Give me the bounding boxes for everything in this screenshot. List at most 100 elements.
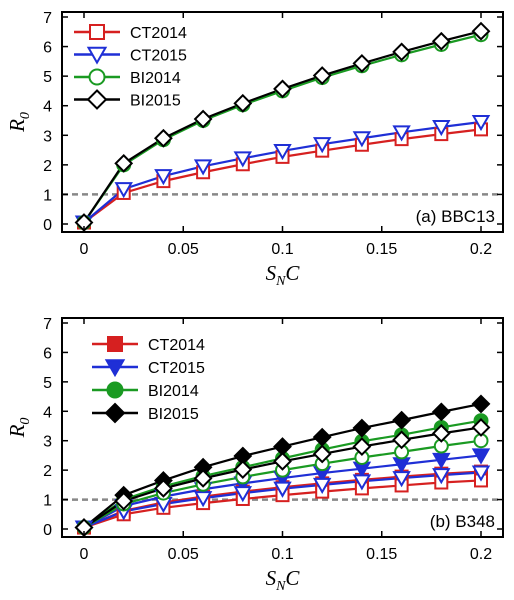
y-tick-label-b-0: 0: [43, 522, 52, 539]
y-tick-label-b-1: 1: [43, 493, 52, 510]
data-point-b-7-10: [471, 418, 491, 437]
data-point-b-5-10: [471, 465, 491, 482]
data-point-a-1-7: [352, 131, 372, 148]
data-point-b-3-7: [352, 418, 372, 438]
data-point-a-3-5: [273, 79, 292, 99]
y-tick-label-b-4: 4: [43, 404, 52, 421]
data-point-b-7-7: [352, 437, 372, 457]
data-point-b-7-5: [273, 451, 292, 471]
x-tick-label-b-1: 0.05: [168, 546, 199, 563]
x-tick-label-a-3: 0.15: [366, 241, 397, 258]
legend-marker-a-3: [86, 89, 108, 110]
data-point-a-3-1: [114, 153, 134, 173]
x-tick-label-a-1: 0.05: [168, 241, 199, 258]
data-point-a-1-2: [154, 169, 173, 186]
data-point-b-3-6: [312, 427, 332, 447]
panel-a: 0 0.05 0.1 0.15 0.2 0 1 2 3 4 5 6 7 CT2014 CT2015 BI20…: [5, 10, 504, 289]
data-point-a-1-3: [193, 159, 213, 176]
data-point-a-1-8: [392, 125, 411, 142]
legend-label-a-3: BI2015: [130, 93, 181, 110]
data-point-b-5-6: [312, 477, 332, 494]
x-axis-label-b: SNC: [266, 566, 301, 594]
data-point-a-1-6: [312, 137, 332, 154]
series-layer-a: [62, 21, 503, 232]
data-point-b-3-9: [431, 402, 451, 422]
data-point-b-7-8: [392, 430, 412, 450]
legend-marker-b-2: [106, 381, 124, 399]
y-tick-label-a-4: 4: [43, 99, 52, 116]
x-tick-label-b-4: 0.2: [470, 546, 492, 563]
y-axis-label-b: R0: [5, 418, 33, 439]
data-point-a-1-4: [233, 151, 253, 168]
data-point-b-7-1: [114, 491, 134, 511]
data-point-b-3-10: [471, 394, 491, 414]
y-tick-label-b-3: 3: [43, 434, 52, 451]
data-point-a-3-10: [471, 21, 491, 41]
legend-marker-a-0: [89, 24, 105, 40]
data-point-a-1-1: [114, 182, 133, 199]
y-tick-label-b-2: 2: [43, 463, 52, 480]
panel-label-a: (a) BBC13: [416, 207, 495, 226]
panel-b: 0 0.05 0.1 0.15 0.2 0 1 2 3 4 5 6 7 CT2014 CT2015 BI20…: [5, 316, 504, 594]
y-tick-label-b-5: 5: [43, 375, 52, 392]
y-tick-label-a-6: 6: [43, 40, 52, 57]
legend-label-b-3: BI2015: [148, 406, 199, 423]
data-point-b-7-3: [193, 468, 213, 488]
data-point-a-3-3: [193, 109, 213, 129]
legend-a: CT2014 CT2015 BI2014 BI2015: [74, 24, 187, 110]
data-point-a-3-6: [312, 66, 332, 85]
ticks-layer-a: 0 0.05 0.1 0.15 0.2 0 1 2 3 4 5 6 7: [43, 10, 503, 258]
data-point-b-5-9: [432, 468, 451, 485]
legend-marker-b-3: [104, 402, 126, 424]
legend-label-a-0: CT2014: [130, 25, 187, 42]
x-tick-label-b-3: 0.15: [366, 546, 397, 563]
data-point-a-3-8: [392, 42, 412, 62]
data-point-a-3-4: [233, 93, 253, 113]
data-point-a-1-9: [432, 120, 451, 137]
legend-label-a-1: CT2015: [130, 48, 187, 65]
x-tick-label-b-0: 0: [80, 546, 89, 563]
legend-label-b-1: CT2015: [148, 360, 205, 377]
legend-b: CT2014 CT2015 BI2014 BI2015: [92, 336, 205, 424]
y-tick-label-a-0: 0: [43, 217, 52, 234]
y-tick-label-a-1: 1: [43, 187, 52, 204]
y-axis-label-a: R0: [5, 112, 33, 133]
data-point-b-7-2: [153, 478, 173, 498]
y-tick-label-a-3: 3: [43, 128, 52, 145]
y-tick-label-a-5: 5: [43, 69, 52, 86]
legend-marker-a-1: [86, 46, 108, 65]
x-tick-label-b-2: 0.1: [271, 546, 293, 563]
data-point-b-5-8: [392, 471, 411, 488]
legend-marker-a-2: [88, 68, 106, 86]
y-tick-label-a-2: 2: [43, 158, 52, 175]
legend-marker-b-0: [107, 336, 123, 352]
x-tick-label-a-0: 0: [80, 241, 89, 258]
data-point-b-5-7: [352, 474, 372, 491]
legend-label-b-0: CT2014: [148, 337, 205, 354]
data-point-a-3-2: [153, 128, 173, 148]
data-point-b-7-9: [431, 423, 451, 443]
y-tick-label-b-6: 6: [43, 345, 52, 362]
data-point-a-3-7: [352, 54, 372, 73]
ticks-layer-b: 0 0.05 0.1 0.15 0.2 0 1 2 3 4 5 6 7: [43, 316, 503, 563]
data-point-a-1-10: [471, 114, 491, 132]
data-point-b-5-5: [273, 481, 292, 498]
panel-label-b: (b) B348: [430, 512, 495, 531]
data-point-b-7-4: [233, 460, 253, 479]
data-point-b-5-3: [193, 491, 213, 508]
legend-marker-b-1: [104, 359, 126, 378]
y-tick-label-b-7: 7: [43, 316, 52, 333]
y-tick-label-a-7: 7: [43, 10, 52, 27]
data-point-b-1-10: [471, 448, 491, 465]
data-point-a-3-9: [431, 31, 451, 51]
data-point-b-1-9: [432, 452, 451, 469]
x-tick-label-a-2: 0.1: [271, 241, 293, 258]
x-axis-label-a: SNC: [266, 261, 301, 289]
data-point-b-7-6: [312, 444, 332, 464]
series-layer-b: [62, 394, 503, 537]
legend-label-a-2: BI2014: [130, 70, 181, 87]
x-tick-label-a-4: 0.2: [470, 241, 492, 258]
data-point-a-1-5: [273, 143, 292, 161]
data-point-b-5-4: [233, 486, 253, 503]
